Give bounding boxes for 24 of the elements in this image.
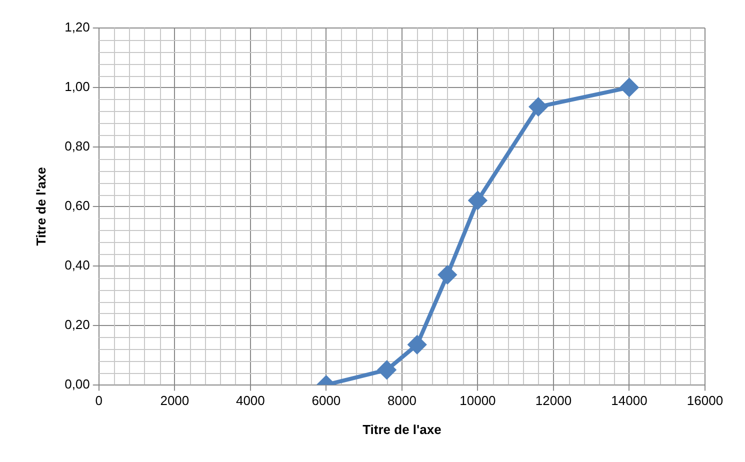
y-tick-label: 1,20 [64, 20, 90, 35]
y-tick-label: 0,20 [64, 316, 90, 332]
point [378, 360, 396, 379]
x-tick-label: 6000 [312, 393, 341, 408]
y-tick-label: 0,60 [64, 198, 90, 213]
x-tick-label: 8000 [387, 393, 416, 408]
x-axis-title: Titre de l'axe [362, 422, 442, 437]
point [529, 98, 548, 116]
y-tick-label: 1,00 [64, 79, 90, 94]
y-axis-title: Titre de l'axe [33, 167, 48, 246]
point [438, 266, 456, 284]
y-tick-label: 0,40 [64, 257, 90, 272]
x-tick-label: 10000 [460, 393, 496, 408]
x-tick-label: 12000 [535, 393, 572, 408]
point [620, 78, 638, 96]
x-tick-label: 16000 [686, 393, 724, 408]
point [408, 336, 426, 354]
x-tick-label: 4000 [236, 393, 265, 408]
x-tick-label: 2000 [160, 393, 190, 408]
y-tick-label: 0,80 [64, 138, 90, 154]
y-tick-label: 0,00 [64, 376, 90, 392]
point [468, 191, 487, 210]
x-tick-label: 14000 [611, 393, 648, 408]
x-tick-label: 0 [95, 393, 103, 408]
